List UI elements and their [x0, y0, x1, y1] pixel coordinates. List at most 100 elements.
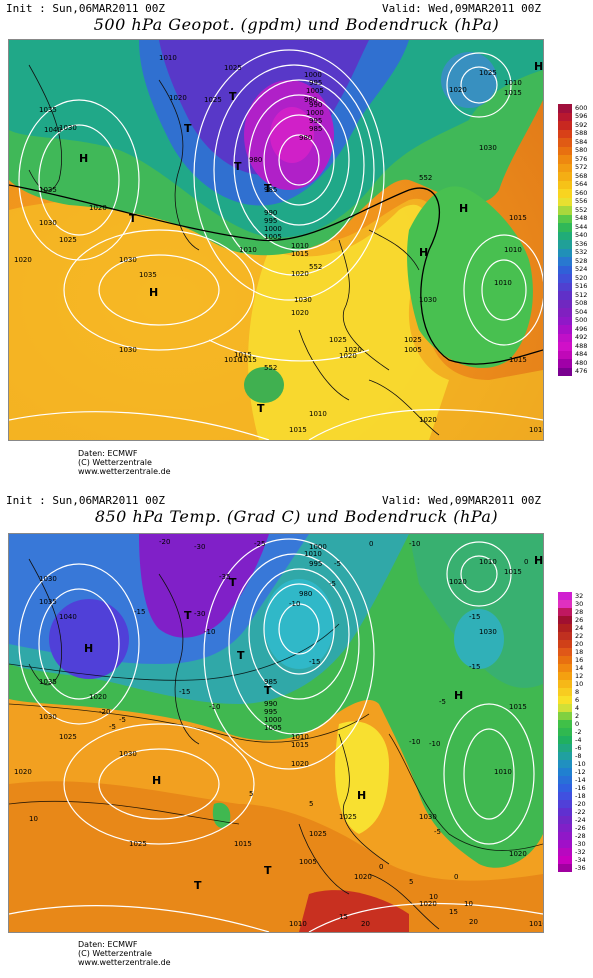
colorbar-label: -32 — [575, 847, 586, 856]
isobar-label: 1015 — [239, 356, 257, 364]
temp-label: 0 — [379, 863, 383, 871]
isobar-label: 1025 — [59, 733, 77, 741]
colorbar-label: -4 — [575, 735, 582, 744]
colorbar-swatch — [558, 688, 572, 696]
colorbar-swatch — [558, 214, 572, 223]
colorbar-label: 552 — [575, 205, 588, 214]
temp-label: -10 — [409, 738, 420, 746]
colorbar-label: 484 — [575, 350, 588, 359]
panel1-init-time: Init : Sun,06MAR2011 00Z — [6, 2, 165, 15]
isobar-label: 1030 — [419, 813, 437, 821]
isobar-label: 1010 — [479, 558, 497, 566]
colorbar-label: 496 — [575, 324, 588, 333]
isobar-label: 1005 — [264, 233, 282, 241]
panel1-isobar-labels: 1010 1025 1020 1025 1030 1035 1040 1035 … — [14, 54, 543, 434]
colorbar-swatch — [558, 155, 572, 164]
low-marker: T — [129, 212, 137, 225]
isobar-label: 995 — [309, 79, 322, 87]
colorbar-swatch — [558, 616, 572, 624]
panel2-isobar-labels: 1030 1035 1040 1035 1030 1020 1025 1030 … — [14, 543, 543, 928]
colorbar-label: 492 — [575, 333, 588, 342]
colorbar-swatch — [558, 832, 572, 840]
colorbar-label: 600 — [575, 103, 588, 112]
isobar-label: 980 — [299, 590, 312, 598]
panel2-yellow-tongue — [335, 721, 389, 834]
colorbar-swatch — [558, 274, 572, 283]
colorbar-swatch — [558, 146, 572, 155]
credit-line: www.wetterzentrale.de — [78, 958, 171, 967]
high-marker: H — [79, 152, 88, 165]
colorbar-label: -14 — [575, 775, 586, 784]
colorbar-swatch — [558, 248, 572, 257]
colorbar-label: 500 — [575, 316, 588, 325]
panel2-cold-core — [139, 534, 269, 638]
colorbar-swatch — [558, 696, 572, 704]
colorbar-label: 2 — [575, 711, 580, 720]
colorbar-swatch — [558, 744, 572, 752]
colorbar-swatch — [558, 600, 572, 608]
panel2-west-cold — [49, 599, 129, 679]
isobar-label: 1005 — [306, 87, 324, 95]
high-marker: H — [459, 202, 468, 215]
panel1-cutoff-low — [244, 367, 284, 403]
panel2-map: -30 -35 -30 -25 -20 -15 -10 -5 -15 -10 -… — [8, 533, 544, 933]
colorbar-label: -16 — [575, 783, 586, 792]
credit-line: www.wetterzentrale.de — [78, 467, 171, 476]
colorbar-swatch — [558, 240, 572, 249]
isobar-label: 1010 — [494, 768, 512, 776]
isobar-label: 1030 — [119, 346, 137, 354]
high-marker: H — [534, 60, 543, 73]
isobar-label: 1005 — [264, 724, 282, 732]
panel1-552-contour — [9, 184, 543, 365]
temp-label: 5 — [409, 878, 413, 886]
isobar-label: 1015 — [289, 426, 307, 434]
high-marker: H — [454, 689, 463, 702]
isobar-label: 1015 — [509, 703, 527, 711]
panel2-ne-cool — [454, 609, 504, 669]
isobar-label: 1020 — [89, 693, 107, 701]
isobar-label: 1030 — [39, 713, 57, 721]
isobar-label: 1015 — [291, 250, 309, 258]
colorbar-label: 572 — [575, 163, 588, 172]
colorbar-swatch — [558, 308, 572, 317]
temp-label: -5 — [119, 716, 126, 724]
temp-label: 5 — [309, 800, 313, 808]
panel2-cutoff-green — [212, 802, 231, 828]
colorbar-swatch — [558, 720, 572, 728]
colorbar-label: 556 — [575, 197, 588, 206]
temp-label: -10 — [204, 628, 215, 636]
panel2-colorbar: 32 30 28 26 24 22 20 18 16 14 12 10 8 6 4 2 0 -2 -4 -6 -8 -10… — [558, 592, 586, 872]
panel2-south-warm — [9, 781, 543, 932]
colorbar-label: 14 — [575, 663, 584, 672]
low-marker: T — [264, 864, 272, 877]
colorbar-swatch — [558, 864, 572, 872]
panel1-ne-low — [441, 52, 497, 108]
isobar-label: 1030 — [59, 124, 77, 132]
colorbar-label: 488 — [575, 341, 588, 350]
isobar-label: 1010 — [504, 79, 522, 87]
isobar-label: 1020 — [449, 578, 467, 586]
colorbar-swatch — [558, 856, 572, 864]
panel1-coastlines — [28, 64, 440, 436]
colorbar-label: 26 — [575, 615, 584, 624]
colorbar-label: 588 — [575, 129, 588, 138]
temp-label: -10 — [429, 740, 440, 748]
low-marker: T — [229, 576, 237, 589]
colorbar-label: 584 — [575, 137, 588, 146]
isobar-label: 1020 — [291, 309, 309, 317]
colorbar-label: 564 — [575, 180, 588, 189]
colorbar-label: -8 — [575, 751, 582, 760]
isobar-label: 1030 — [294, 296, 312, 304]
colorbar-swatch — [558, 800, 572, 808]
colorbar-swatch — [558, 704, 572, 712]
isobar-label: 552 — [419, 174, 432, 182]
isobar-label: 1010 — [529, 920, 543, 928]
high-marker: H — [149, 286, 158, 299]
panel1-map: 1010 1025 1020 1025 1030 1035 1040 1035 … — [8, 39, 544, 441]
isobar-label: 1020 — [419, 900, 437, 908]
low-marker: T — [264, 684, 272, 697]
isobar-label: 995 — [264, 708, 277, 716]
isobar-label: 1020 — [339, 352, 357, 360]
temp-label: -15 — [179, 688, 190, 696]
colorbar-label: 508 — [575, 299, 588, 308]
